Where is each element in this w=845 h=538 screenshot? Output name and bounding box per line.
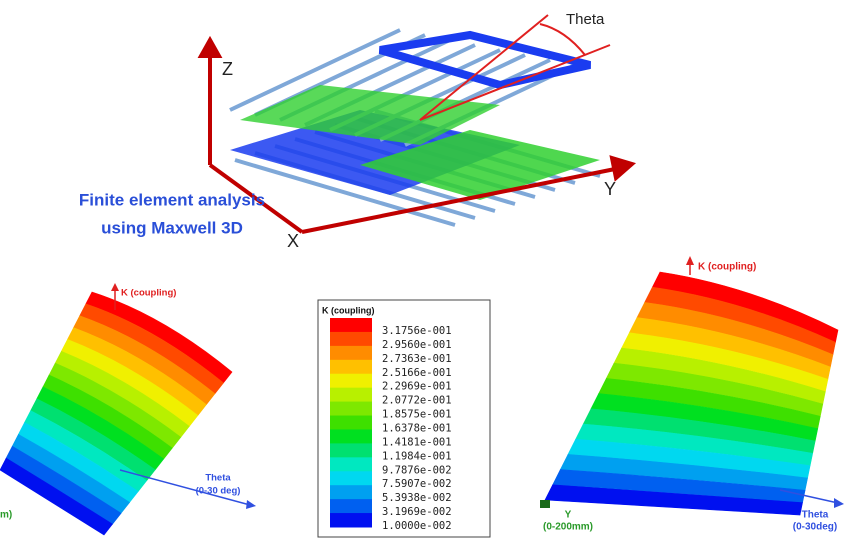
figure: Theta Z Y X Finite element analysis usin…: [0, 0, 845, 538]
legend-label: 2.0772e-001: [382, 395, 452, 407]
legend-swatch: [330, 332, 372, 346]
legend-label: 3.1756e-001: [382, 325, 452, 337]
y-axis-label: (0-200mm): [543, 522, 593, 533]
k-axis-label: K (coupling): [698, 262, 756, 273]
y-axis-label: m): [0, 510, 12, 521]
legend-label: 2.5166e-001: [382, 367, 452, 379]
legend-swatch: [330, 499, 372, 513]
legend-swatch: [330, 513, 372, 527]
k-axis-label: K (coupling): [121, 288, 176, 299]
z-label: Z: [222, 59, 233, 79]
legend: K (coupling) 3.1756e-001 2.9560e-001 2.736…: [318, 300, 490, 537]
theta-axis-label: (0-30 deg): [196, 486, 241, 497]
legend-label: 9.7876e-002: [382, 464, 452, 476]
legend-label: 7.5907e-002: [382, 478, 452, 490]
caption-line: Finite element analysis: [79, 190, 265, 209]
theta-axis-label: (0-30deg): [793, 522, 837, 533]
legend-swatch: [330, 388, 372, 402]
legend-label: 1.4181e-001: [382, 436, 452, 448]
upper-coil-blue: [380, 35, 590, 85]
legend-swatch: [330, 416, 372, 430]
legend-swatch: [330, 443, 372, 457]
legend-label: 1.0000e-002: [382, 520, 452, 532]
legend-swatch: [330, 471, 372, 485]
legend-label: 2.2969e-001: [382, 381, 452, 393]
theta-axis-label: Theta: [205, 473, 231, 484]
legend-swatch: [330, 457, 372, 471]
legend-title: K (coupling): [322, 305, 375, 315]
legend-label: 2.9560e-001: [382, 339, 452, 351]
legend-label: 2.7363e-001: [382, 353, 452, 365]
theta-axis-label: Theta: [802, 510, 829, 521]
y-axis-marker: [540, 500, 550, 508]
legend-swatch: [330, 318, 372, 332]
x-label: X: [287, 231, 299, 251]
coil-diagram: Theta Z Y X Finite element analysis usin…: [79, 11, 632, 251]
legend-label: 1.8575e-001: [382, 409, 452, 421]
legend-swatch: [330, 374, 372, 388]
theta-label: Theta: [566, 11, 605, 28]
legend-swatch: [330, 360, 372, 374]
legend-swatch: [330, 402, 372, 416]
y-axis-label: Y: [565, 510, 572, 521]
legend-label: 3.1969e-002: [382, 506, 452, 518]
caption-line: using Maxwell 3D: [101, 218, 243, 237]
legend-swatch: [330, 429, 372, 443]
legend-label: 1.1984e-001: [382, 450, 452, 462]
legend-swatch: [330, 346, 372, 360]
y-label: Y: [604, 179, 616, 199]
legend-label: 5.3938e-002: [382, 492, 452, 504]
legend-swatch: [330, 485, 372, 499]
legend-label: 1.6378e-001: [382, 423, 452, 435]
